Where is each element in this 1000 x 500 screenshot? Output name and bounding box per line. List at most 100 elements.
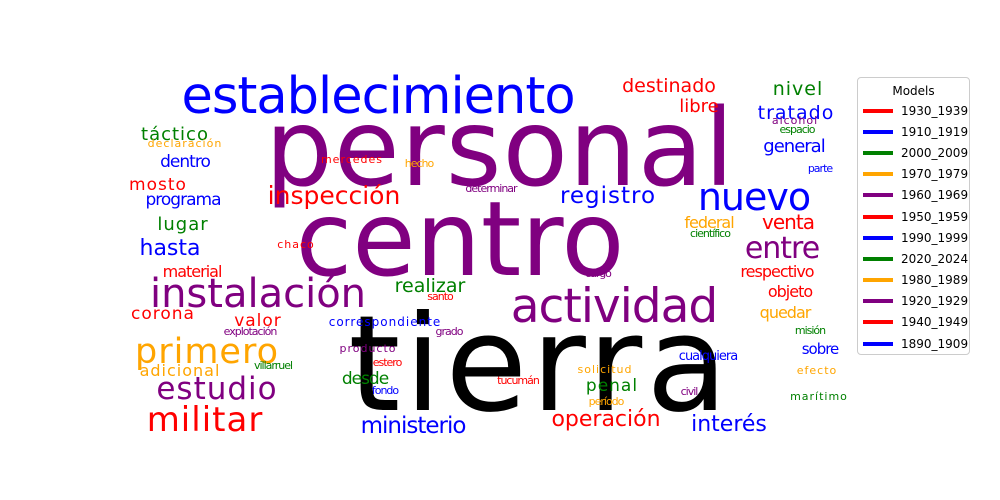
word-3: establecimiento: [181, 67, 574, 126]
word-12: registro: [560, 183, 656, 209]
word-43: grado: [436, 325, 464, 338]
legend-label: 1920_1929: [901, 294, 969, 309]
legend-item-9: 1920_1929: [863, 291, 969, 312]
word-8: militar: [147, 400, 264, 440]
word-17: venta: [762, 210, 814, 234]
word-52: período: [589, 395, 625, 408]
legend-swatch: [863, 341, 893, 346]
word-1: personal: [265, 87, 735, 211]
word-16: hasta: [140, 236, 201, 261]
word-62: santo: [427, 290, 454, 303]
word-53: civil: [681, 385, 699, 398]
word-28: federal: [684, 213, 733, 232]
word-49: solicitud: [578, 363, 633, 376]
legend-item-6: 1990_1999: [863, 227, 969, 248]
word-60: científico: [690, 227, 731, 240]
legend-swatch: [863, 235, 893, 240]
legend-label: 1980_1989: [901, 273, 969, 288]
word-13: ministerio: [361, 413, 466, 439]
word-5: instalación: [150, 271, 366, 317]
word-24: dentro: [160, 152, 210, 172]
word-31: realizar: [395, 275, 466, 297]
word-45: producto: [339, 342, 396, 355]
legend-label: 1970_1979: [901, 167, 969, 182]
word-21: libre: [679, 96, 719, 117]
word-30: objeto: [768, 282, 813, 301]
word-10: entre: [745, 231, 819, 266]
word-51: tucumán: [497, 374, 540, 387]
word-11: inspección: [268, 181, 401, 210]
legend-item-10: 1940_1949: [863, 312, 969, 333]
word-0: tierra: [348, 288, 731, 442]
legend-item-11: 1890_1909: [863, 333, 969, 354]
legend-swatch: [863, 256, 893, 261]
word-50: efecto: [797, 364, 838, 377]
word-20: tratado: [758, 102, 835, 124]
word-56: mercedes: [321, 153, 383, 166]
word-37: desde: [342, 369, 389, 389]
legend-label: 1910_1919: [901, 124, 969, 139]
word-34: valor: [234, 311, 282, 331]
legend-item-1: 1910_1919: [863, 121, 969, 142]
legend: Models 1930_1939 1910_1919 2000_2009 1970_1…: [857, 77, 970, 355]
word-6: nuevo: [698, 175, 810, 219]
legend-item-4: 1960_1969: [863, 185, 969, 206]
legend-swatch: [863, 108, 893, 113]
word-18: destinado: [622, 75, 716, 97]
word-54: marítimo: [790, 390, 848, 403]
word-47: villarruel: [254, 359, 293, 372]
legend-label: 2020_2024: [901, 251, 969, 266]
word-59: chaco: [277, 238, 315, 251]
word-22: general: [763, 136, 824, 157]
word-33: quedar: [760, 303, 812, 322]
word-29: respectivo: [740, 262, 813, 281]
legend-swatch: [863, 320, 893, 325]
word-44: misión: [795, 324, 826, 337]
word-55: declaración: [148, 137, 223, 150]
legend-item-8: 1980_1989: [863, 270, 969, 291]
legend-swatch: [863, 214, 893, 219]
legend-label: 1950_1959: [901, 209, 969, 224]
legend-swatch: [863, 278, 893, 283]
legend-item-7: 2020_2024: [863, 248, 969, 269]
legend-label: 1890_1909: [901, 336, 969, 351]
word-38: adicional: [140, 361, 221, 380]
word-58: determinar: [465, 182, 518, 195]
word-48: fondo: [372, 384, 400, 397]
word-42: explotación: [224, 325, 278, 338]
word-46: estero: [373, 356, 403, 369]
word-35: corona: [131, 304, 195, 324]
word-65: parte: [808, 162, 834, 175]
legend-label: 2000_2009: [901, 145, 969, 160]
word-63: alcohol: [772, 114, 818, 127]
word-9: estudio: [156, 371, 277, 407]
legend-swatch: [863, 193, 893, 198]
word-14: operación: [551, 407, 660, 432]
legend-swatch: [863, 172, 893, 177]
word-40: cualquiera: [679, 349, 737, 364]
word-32: material: [163, 262, 222, 281]
legend-item-5: 1950_1959: [863, 206, 969, 227]
word-2: centro: [296, 180, 625, 300]
word-27: lugar: [157, 214, 208, 235]
legend-label: 1960_1969: [901, 188, 969, 203]
word-64: espacio: [779, 123, 815, 136]
legend-title: Models: [892, 84, 935, 98]
word-57: hecho: [405, 157, 435, 170]
legend-item-3: 1970_1979: [863, 164, 969, 185]
word-19: nivel: [773, 78, 824, 100]
legend-item-2: 2000_2009: [863, 142, 969, 163]
word-15: interés: [691, 412, 767, 437]
legend-swatch: [863, 129, 893, 134]
word-26: programa: [146, 190, 221, 210]
word-41: correspondiente: [329, 315, 442, 329]
word-7: primero: [135, 332, 279, 372]
word-61: cargo: [585, 267, 612, 280]
word-39: sobre: [802, 340, 839, 358]
word-36: penal: [586, 376, 638, 396]
legend-label: 1940_1949: [901, 315, 969, 330]
legend-swatch: [863, 299, 893, 304]
legend-item-0: 1930_1939: [863, 100, 969, 121]
legend-list: 1930_1939 1910_1919 2000_2009 1970_1979 1960…: [858, 100, 969, 354]
